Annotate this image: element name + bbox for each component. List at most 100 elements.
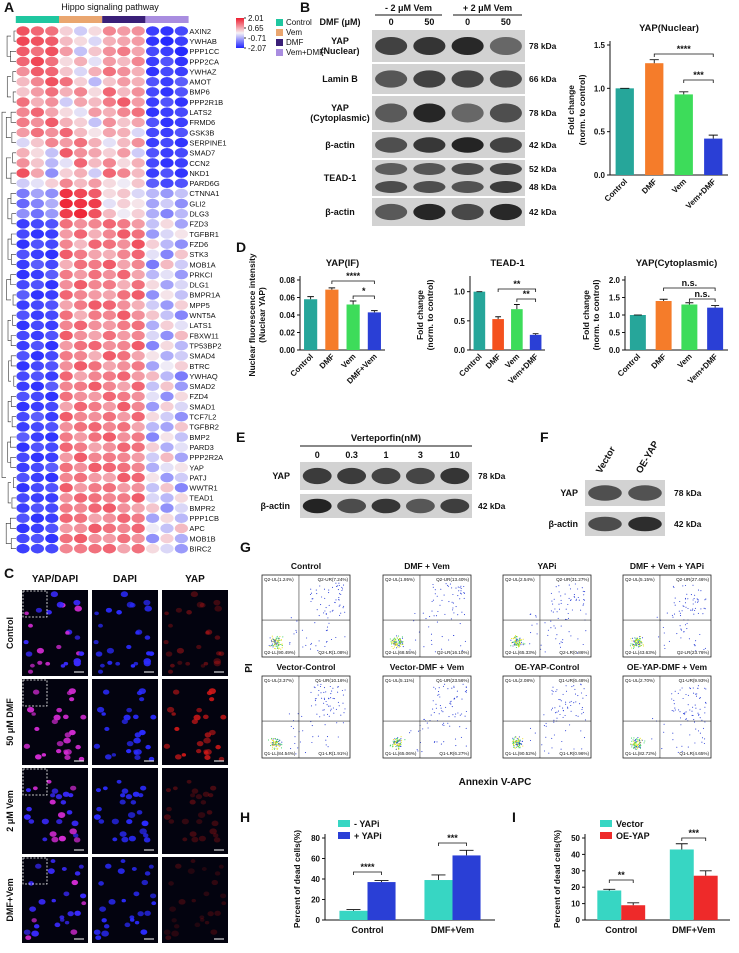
heatmap-cell [146,76,160,87]
dose-label: 1 [383,450,388,460]
nucleus [78,651,85,656]
heatmap-cell [117,137,131,148]
nucleus [213,658,222,665]
event-dot [395,643,397,645]
event-dot [581,587,583,589]
nucleus [168,819,175,824]
heatmap-cell [88,381,102,392]
event-dot [455,713,457,715]
heatmap-cell [146,107,160,117]
significance-bracket [352,295,375,299]
blot-label: YAP [272,471,290,481]
event-dot [636,746,638,748]
heatmap-cell [117,168,131,178]
heatmap-cell [30,229,44,239]
heatmap-cell [146,320,160,331]
column-header: DAPI [113,574,137,585]
event-dot [681,750,683,752]
heatmap-cell [117,391,131,402]
heatmap-cell [131,513,145,523]
kda-label: 42 kDa [529,140,557,150]
gene-label: DLG3 [189,210,209,219]
event-dot [273,747,275,749]
heatmap-cell [16,371,30,381]
event-dot [336,585,339,587]
event-dot [540,648,542,650]
heatmap-cell [102,432,116,442]
event-dot [409,649,411,651]
event-dot [693,692,695,694]
event-dot [692,599,694,601]
gene-label: TEAD1 [189,494,213,503]
nucleus [28,881,34,886]
event-dot [583,598,585,601]
event-dot [582,590,584,592]
heatmap-cell [131,503,145,513]
blot-label: YAP [331,36,349,46]
quadrant-label: Q2-LL(43.63%) [625,650,657,655]
nucleus [218,756,225,762]
event-dot [676,633,678,635]
event-dot [310,705,313,707]
event-dot [324,645,326,648]
heatmap-cell [30,482,44,493]
nucleus [98,819,105,824]
event-dot [278,647,280,649]
event-dot [634,746,636,748]
event-dot [342,722,344,724]
significance-label: * [362,286,366,296]
event-dot [433,741,435,744]
event-dot [273,647,276,649]
event-dot [396,740,398,742]
event-dot [463,614,466,616]
heatmap-cell [59,208,73,219]
event-dot [633,745,635,747]
event-dot [337,589,339,591]
event-dot [402,644,404,646]
event-dot [570,700,572,702]
event-dot [565,703,567,705]
event-dot [556,611,558,613]
nucleus [132,714,139,720]
heatmap-cell [59,97,73,107]
event-dot [461,698,463,700]
event-dot [663,731,665,733]
heatmap-cell [131,137,145,148]
gene-label: TGFBR2 [189,423,219,432]
event-dot [330,638,333,641]
heatmap-cell [146,178,160,189]
event-dot [288,713,290,715]
event-dot [638,743,640,745]
event-dot [698,697,701,699]
heatmap-cell [131,310,145,321]
event-dot [582,697,584,699]
event-dot [672,585,674,587]
heatmap-cell [117,56,131,67]
event-dot [635,644,637,646]
gene-label: YWHAB [189,37,217,46]
gene-label: SMAD1 [189,402,215,411]
y-axis-label: Fold change [415,290,425,340]
event-dot [314,687,316,689]
flow-title: Vector-DMF + Vem [390,662,465,672]
nucleus [96,806,102,812]
significance-label: *** [688,828,699,838]
event-dot [634,744,636,746]
event-dot [551,693,553,695]
event-dot [337,736,339,738]
event-dot [277,637,279,639]
heatmap-cell [146,482,160,493]
heatmap-cell [59,513,73,523]
event-dot [302,646,304,648]
nucleus [181,753,187,757]
event-dot [570,704,572,707]
heatmap-cell [59,472,73,483]
heatmap-cell [74,340,88,351]
event-dot [399,744,401,747]
event-dot [577,715,579,717]
heatmap-cell [131,66,145,77]
heatmap-cell [160,543,174,554]
heatmap-cell [16,452,30,463]
event-dot [415,639,417,641]
panel-label: I [512,809,516,825]
